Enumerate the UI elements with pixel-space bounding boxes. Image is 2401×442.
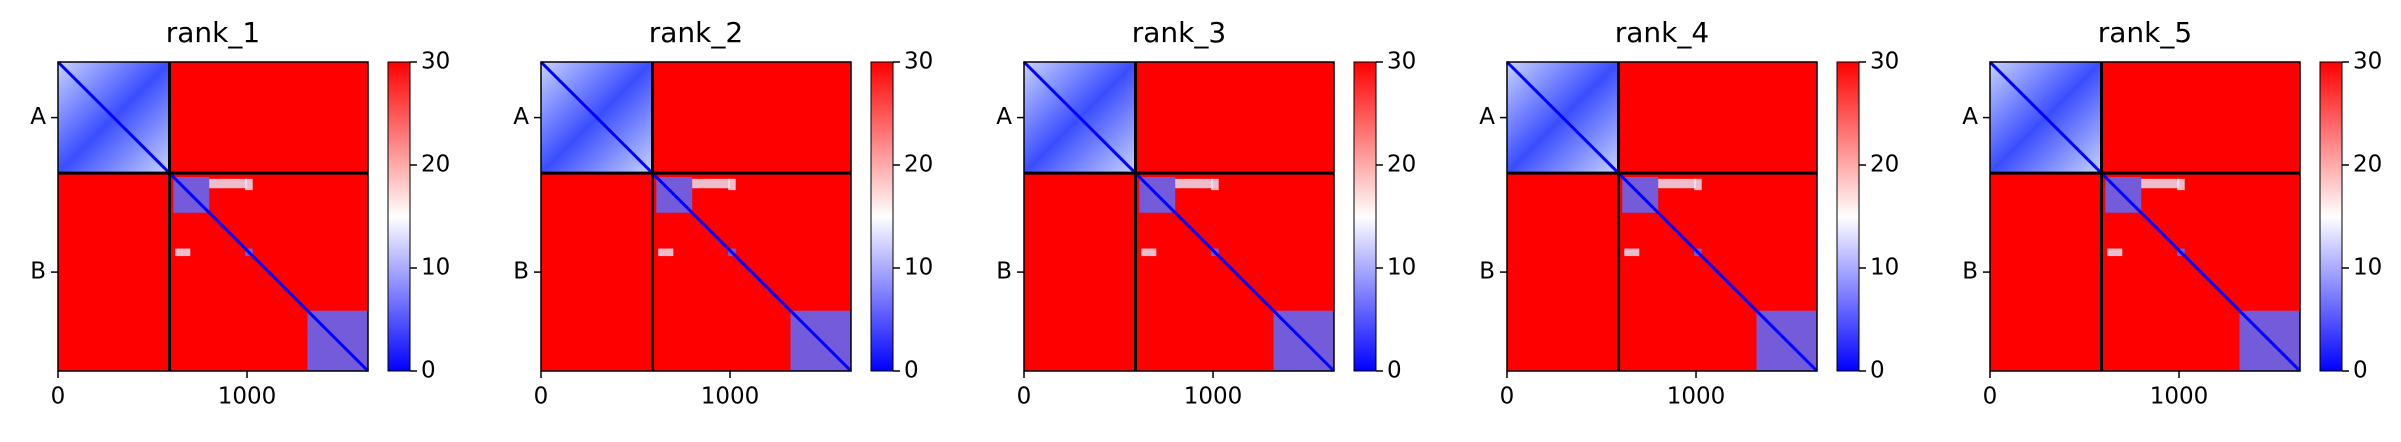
colorbar-tick-label: 0 [421,358,436,384]
colorbar-tick-label: 20 [1387,152,1416,178]
colorbar-tick-label: 20 [2353,152,2382,178]
heatmap-cell [1211,178,1219,191]
heatmap-cell [1175,178,1214,189]
x-tick-label: 0 [51,384,66,410]
plot-frame [57,61,369,372]
y-tick-label: B [996,259,1012,285]
colorbar-tick-label: 0 [2353,358,2368,384]
x-tick-label: 0 [1983,384,1998,410]
panel-title: rank_2 [649,16,743,49]
heatmap-cell [728,178,736,191]
colorbar-tick-label: 10 [1870,255,1899,281]
colorbar-tick-label: 30 [1870,49,1899,75]
x-tick-label: 0 [1017,384,1032,410]
heatmap-image [539,60,853,373]
colorbar-tick-label: 0 [1387,358,1402,384]
plot-frame [1989,61,2301,372]
x-tick-label: 1000 [1667,384,1726,410]
x-tick-label: 1000 [701,384,760,410]
heatmap-cell [1658,178,1697,189]
x-tick-label: 1000 [2150,384,2209,410]
heatmap-diagonal [539,60,853,373]
colorbar-tick-label: 30 [904,49,933,75]
colorbar-tick-label: 20 [904,152,933,178]
colorbar [1836,61,1860,372]
heatmap-cell [245,178,253,191]
colorbar-tick-label: 30 [421,49,450,75]
colorbar [2319,61,2343,372]
y-tick-label: A [1962,104,1978,130]
x-tick-label: 1000 [1184,384,1243,410]
heatmap-image [1022,60,1336,373]
y-tick-label: A [996,104,1012,130]
heatmap-panel: rank_5 0 1000 A B 0 10 20 30 [1962,16,2382,410]
y-tick-label: A [30,104,46,130]
heatmap-cell [2141,178,2180,189]
heatmap-cell [175,248,191,257]
heatmap-cell [1624,248,1640,257]
heatmap-diagonal [1505,60,1819,373]
heatmap-diagonal [56,60,370,373]
heatmap-panel: rank_3 0 1000 A B 0 10 20 30 [996,16,1416,410]
colorbar-tick-label: 0 [1870,358,1885,384]
y-tick-label: B [1962,259,1978,285]
colorbar-tick-label: 30 [1387,49,1416,75]
heatmap-cell [1141,248,1157,257]
y-tick-label: B [513,259,529,285]
colorbar [1353,61,1377,372]
colorbar-tick-label: 10 [421,255,450,281]
heatmap-image [1505,60,1819,373]
heatmap-image [1988,60,2302,373]
heatmap-cell [209,178,248,189]
heatmap-cell [2177,178,2185,191]
heatmap-panel: rank_1 0 1000 A B 0 10 20 30 [30,16,450,410]
colorbar [387,61,411,372]
colorbar [870,61,894,372]
y-tick-label: B [30,259,46,285]
heatmap-panel: rank_2 0 1000 A B 0 10 20 30 [513,16,933,410]
x-tick-label: 1000 [218,384,277,410]
heatmap-panel: rank_4 0 1000 A B 0 10 20 30 [1479,16,1899,410]
heatmap-cell [2107,248,2123,257]
colorbar-tick-label: 10 [1387,255,1416,281]
colorbar-tick-label: 20 [421,152,450,178]
plot-frame [540,61,852,372]
y-tick-label: A [513,104,529,130]
colorbar-tick-label: 10 [904,255,933,281]
colorbar-tick-label: 20 [1870,152,1899,178]
x-tick-label: 0 [534,384,549,410]
colorbar-tick-label: 10 [2353,255,2382,281]
colorbar-tick-label: 30 [2353,49,2382,75]
panel-title: rank_3 [1132,16,1226,49]
heatmap-cell [1694,178,1702,191]
colorbar-tick-label: 0 [904,358,919,384]
y-tick-label: B [1479,259,1495,285]
plot-frame [1023,61,1335,372]
panel-title: rank_5 [2098,16,2192,49]
heatmap-cell [658,248,674,257]
heatmap-cell [692,178,731,189]
heatmap-diagonal [1988,60,2302,373]
heatmap-image [56,60,370,373]
y-tick-label: A [1479,104,1495,130]
panel-title: rank_4 [1615,16,1709,49]
heatmap-diagonal [1022,60,1336,373]
panel-title: rank_1 [166,16,260,49]
plot-frame [1506,61,1818,372]
x-tick-label: 0 [1500,384,1515,410]
